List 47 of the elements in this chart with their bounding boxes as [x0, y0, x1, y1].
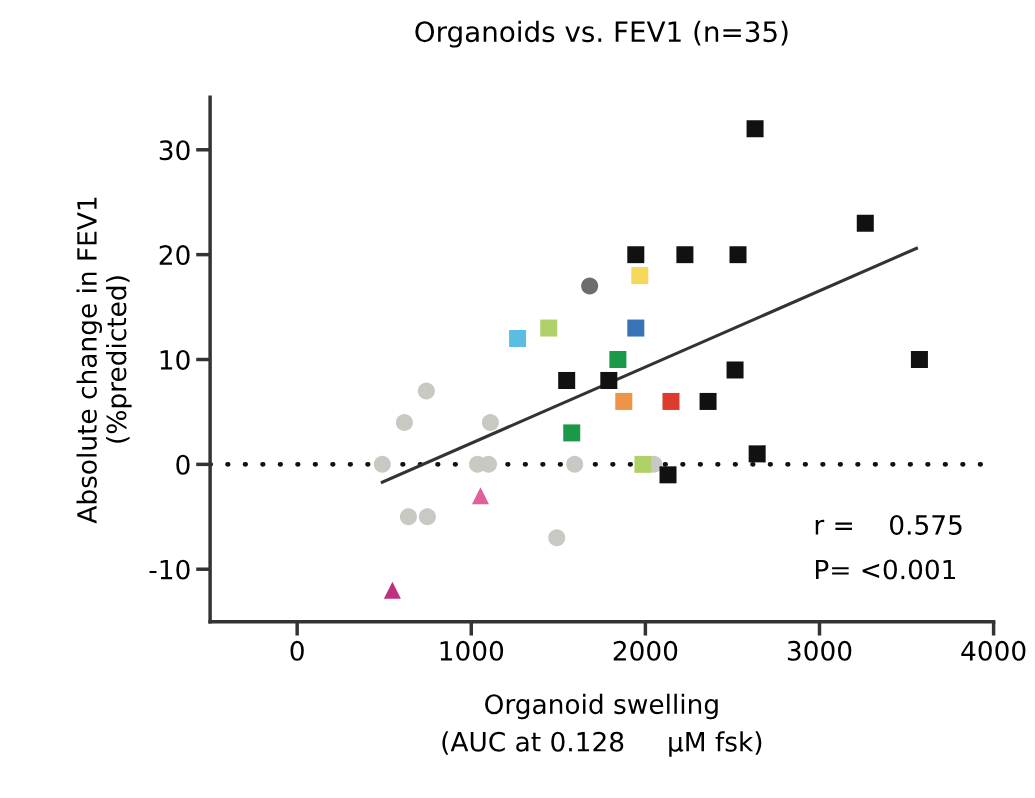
point: [662, 392, 680, 410]
x-tick-label: 3000: [787, 640, 852, 661]
x-axis-title: Organoid swelling (AUC at 0.128 µM fsk): [442, 693, 762, 757]
point: [548, 529, 566, 547]
y-tick-label: 10: [160, 349, 190, 370]
point: [746, 120, 764, 138]
point: [373, 455, 391, 473]
point: [910, 350, 928, 368]
point: [609, 350, 627, 368]
point: [699, 392, 717, 410]
point: [558, 371, 576, 389]
point: [566, 455, 584, 473]
x-tick-label: 2000: [613, 640, 678, 661]
point: [748, 445, 766, 463]
x-tick-label: 1000: [440, 640, 504, 661]
point: [540, 319, 558, 337]
y-tick-label: -10: [149, 559, 190, 580]
point: [509, 330, 527, 348]
chart-title: Organoids vs. FEV1 (n=35): [415, 20, 788, 48]
point: [600, 371, 618, 389]
point: [615, 392, 633, 410]
point: [383, 581, 401, 599]
point: [418, 508, 436, 526]
y-tick-label: 0: [176, 454, 190, 475]
point: [471, 487, 489, 505]
point: [581, 277, 599, 295]
point: [856, 214, 874, 232]
point: [676, 246, 694, 264]
point: [729, 246, 747, 264]
point: [634, 455, 652, 473]
point: [659, 466, 677, 484]
x-tick-label: 0: [290, 640, 304, 661]
point: [627, 319, 645, 337]
point: [563, 424, 581, 442]
y-axis-title: Absolute change in FEV1 (%predicted): [76, 197, 132, 524]
point: [627, 246, 645, 264]
point: [399, 508, 417, 526]
point: [395, 413, 413, 431]
y-tick-label: 20: [159, 245, 190, 266]
annotation: P= <0.001: [815, 559, 956, 580]
x-tick-label: 4000: [961, 640, 1026, 661]
annotation: r = 0.575: [815, 514, 962, 535]
point: [631, 267, 649, 285]
point: [481, 413, 499, 431]
point: [417, 382, 435, 400]
y-tick-label: 30: [159, 140, 190, 161]
point: [726, 361, 744, 379]
